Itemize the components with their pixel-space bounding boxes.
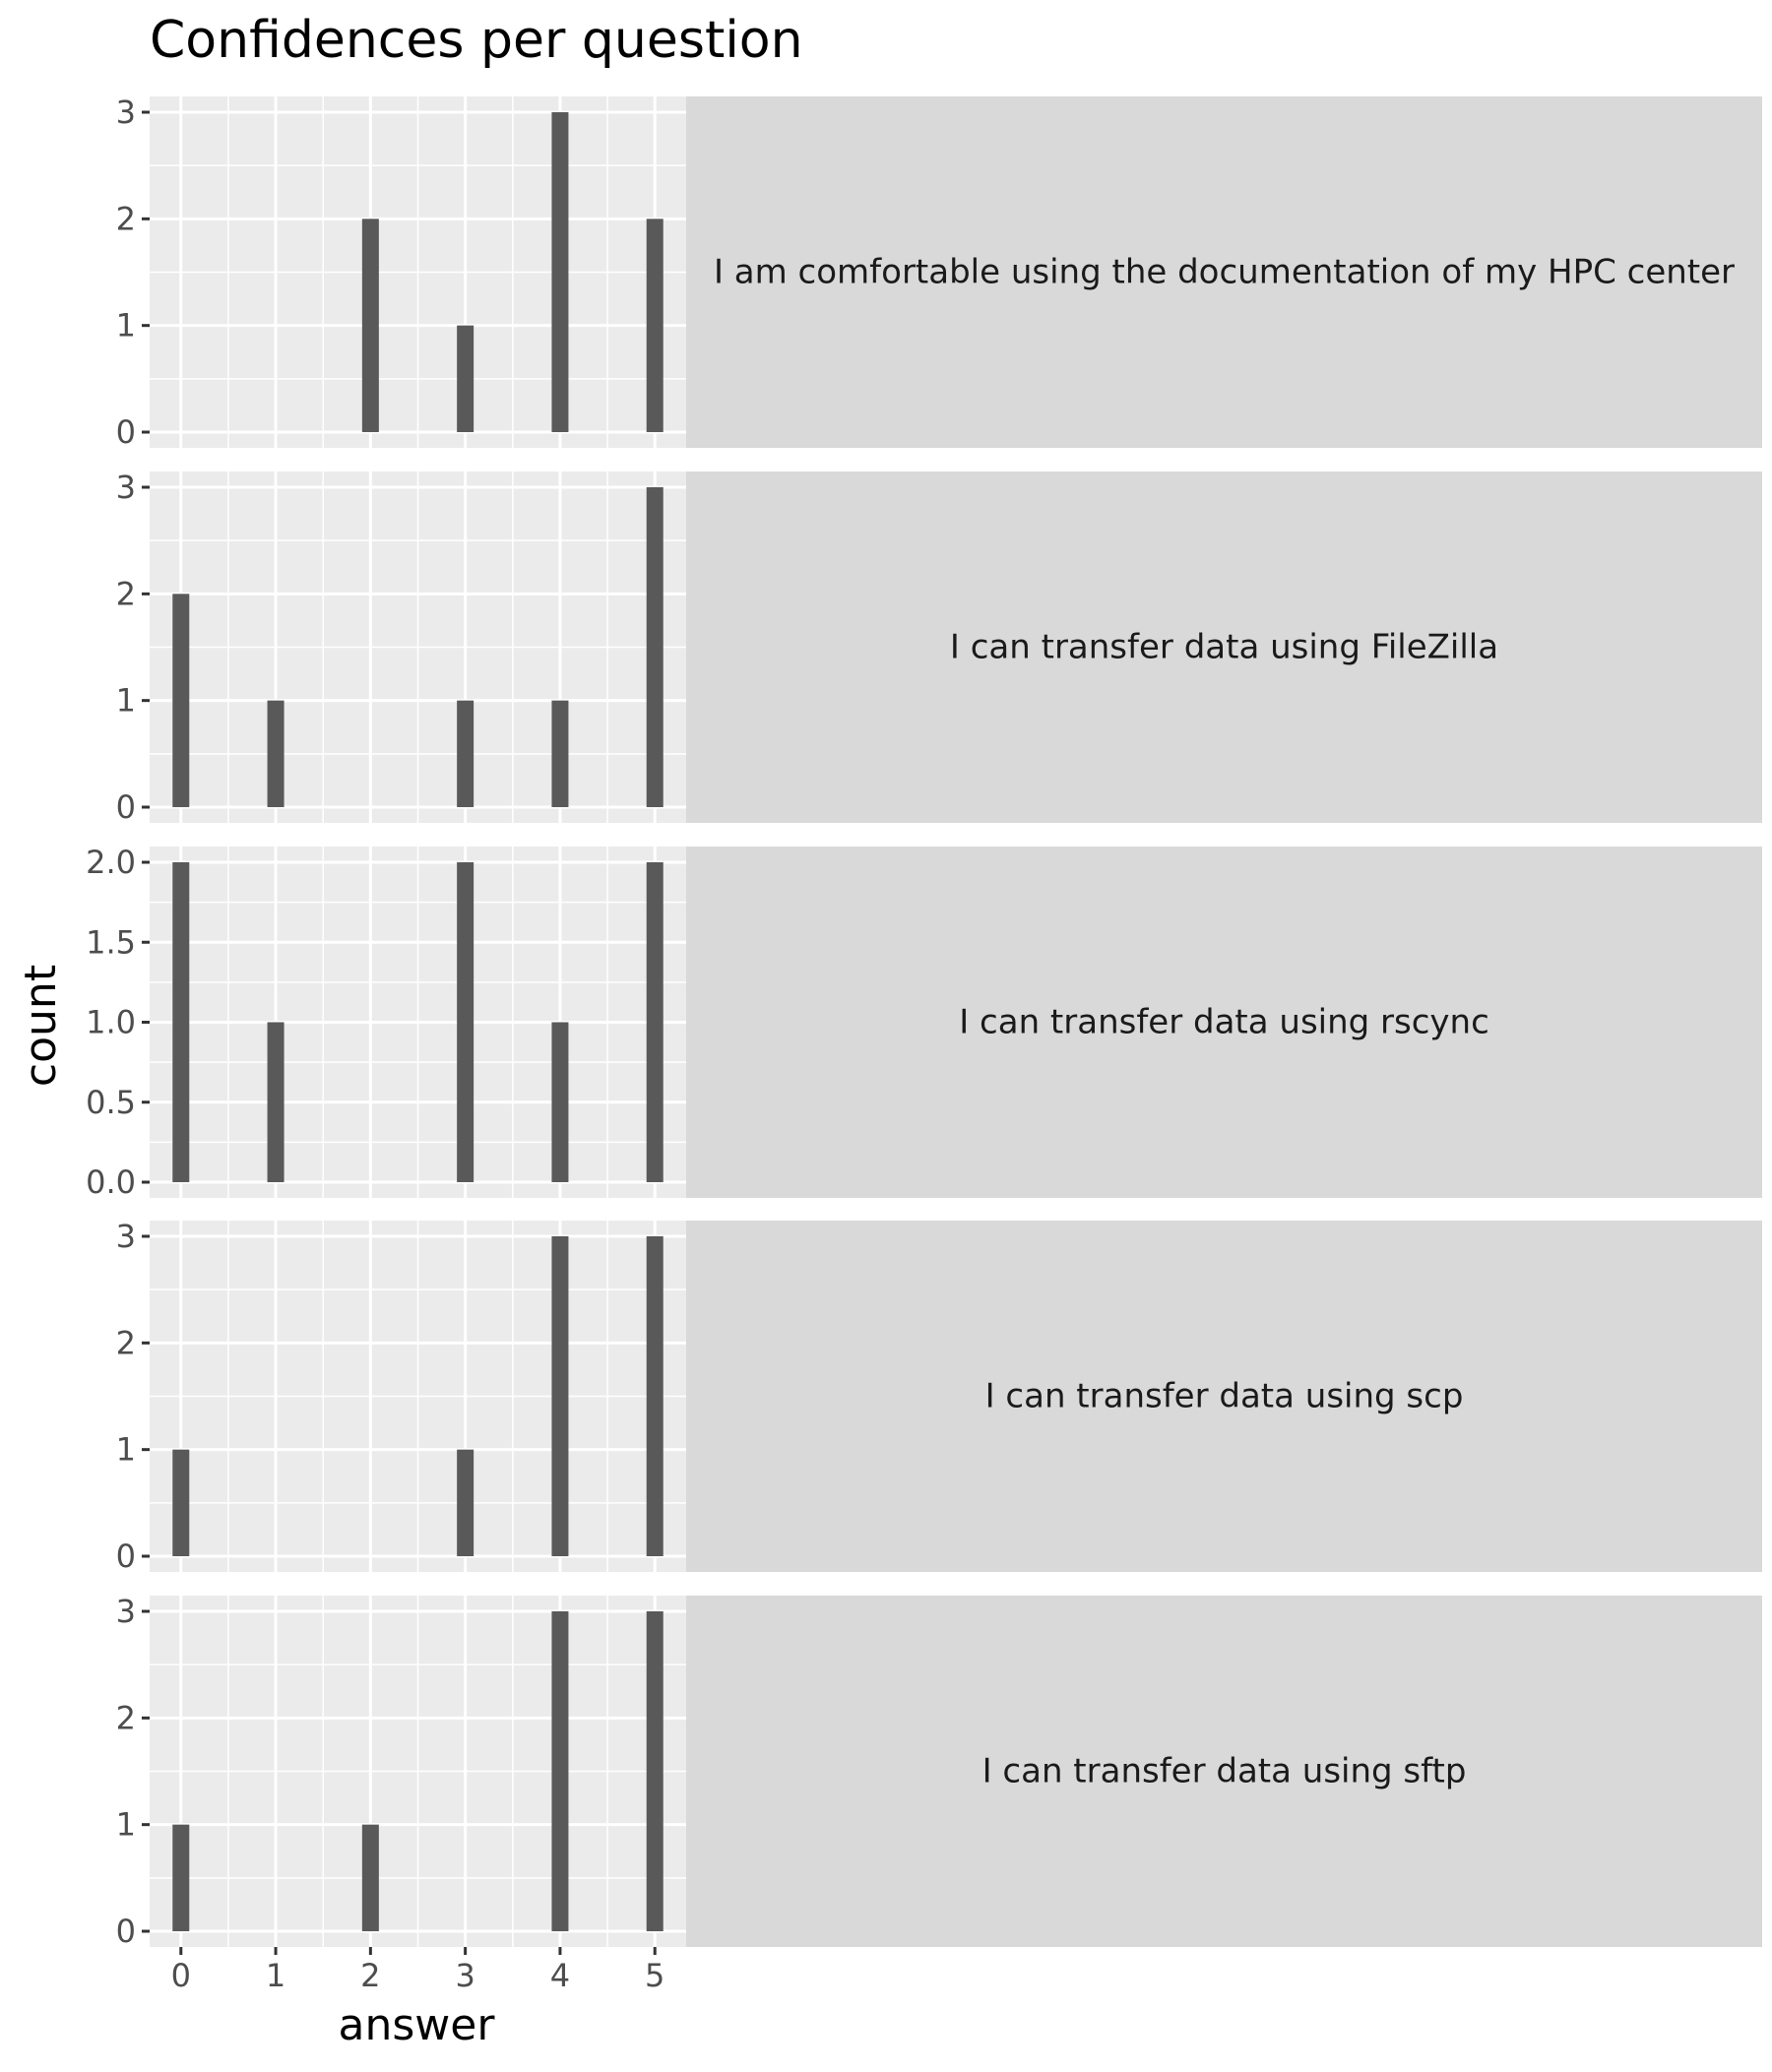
- facet-panel: 0 1 2 3 I can transfer data using scp: [116, 1218, 1762, 1575]
- facet-panel: 0 1 2 3 I am comfortable using the documenta…: [116, 94, 1762, 451]
- bar: [646, 219, 664, 432]
- facet-strip: [686, 847, 1762, 1198]
- facet-strip: [686, 1596, 1762, 1947]
- x-axis: 0 1 2 3 4 5: [171, 1947, 664, 1994]
- y-tick-label: 2: [116, 200, 136, 237]
- y-tick-label: 3: [116, 469, 136, 506]
- facet-panel: 0 1 2 3 I can transfer data using sftp: [116, 1593, 1762, 1950]
- y-tick-label: 1: [116, 682, 136, 720]
- bar: [646, 862, 664, 1182]
- facet-strip-label: I am comfortable using the documentation…: [714, 253, 1735, 292]
- x-tick-label: 3: [455, 1957, 475, 1994]
- x-axis-title: answer: [339, 2000, 496, 2050]
- bar: [551, 1022, 569, 1182]
- bar: [267, 1022, 285, 1182]
- facet-strip: [686, 96, 1762, 448]
- bar: [457, 325, 475, 432]
- bar: [361, 219, 379, 432]
- bar: [172, 1449, 190, 1556]
- y-tick-label: 1: [116, 1806, 136, 1844]
- bar: [172, 1824, 190, 1931]
- facet-strip: [686, 1221, 1762, 1572]
- y-tick-label: 1: [116, 1431, 136, 1469]
- facet-panel: 0 1 2 3 I can transfer data using FileZilla: [116, 469, 1762, 826]
- x-tick-label: 0: [171, 1957, 191, 1994]
- y-tick-label: 0.0: [86, 1163, 136, 1201]
- facets-layer: 0 1 2 3 I am comfortable using the documenta…: [86, 94, 1762, 1994]
- facet-strip-label: I can transfer data using rscync: [959, 1003, 1489, 1042]
- bar: [551, 1611, 569, 1931]
- y-tick-label: 0.5: [86, 1084, 136, 1121]
- x-tick-label: 4: [550, 1957, 570, 1994]
- y-tick-label: 3: [116, 1218, 136, 1255]
- bar: [646, 487, 664, 807]
- bar: [646, 1611, 664, 1931]
- y-tick-label: 1: [116, 307, 136, 345]
- bar: [551, 700, 569, 807]
- y-tick-label: 0: [116, 413, 136, 451]
- bar: [457, 1449, 475, 1556]
- facet-strip: [686, 471, 1762, 823]
- y-tick-label: 1.5: [86, 923, 136, 961]
- facet-strip-label: I can transfer data using scp: [985, 1377, 1464, 1416]
- y-tick-label: 0: [116, 788, 136, 826]
- bar: [457, 700, 475, 807]
- y-tick-label: 2.0: [86, 844, 136, 881]
- y-axis-title: count: [16, 965, 66, 1087]
- facet-strip-label: I can transfer data using sftp: [982, 1752, 1467, 1791]
- y-tick-label: 0: [116, 1913, 136, 1950]
- x-tick-label: 1: [266, 1957, 285, 1994]
- facet-strip-label: I can transfer data using FileZilla: [950, 628, 1498, 667]
- bar: [267, 700, 285, 807]
- y-tick-label: 2: [116, 1324, 136, 1361]
- y-tick-label: 0: [116, 1538, 136, 1575]
- y-tick-label: 3: [116, 94, 136, 131]
- facet-panel: 0.0 0.5 1.0 1.5 2.0 I can transfer data using…: [86, 844, 1762, 1201]
- y-tick-label: 2: [116, 1699, 136, 1736]
- bar: [457, 862, 475, 1182]
- y-tick-label: 1.0: [86, 1004, 136, 1041]
- chart-title: Confidences per question: [150, 11, 803, 70]
- bar: [172, 594, 190, 807]
- y-tick-label: 3: [116, 1593, 136, 1630]
- bar: [551, 1236, 569, 1556]
- x-tick-label: 5: [645, 1957, 664, 1994]
- bar: [361, 1824, 379, 1931]
- x-tick-label: 2: [360, 1957, 380, 1994]
- bar: [646, 1236, 664, 1556]
- y-tick-label: 2: [116, 575, 136, 612]
- bar: [551, 112, 569, 432]
- bar: [172, 862, 190, 1182]
